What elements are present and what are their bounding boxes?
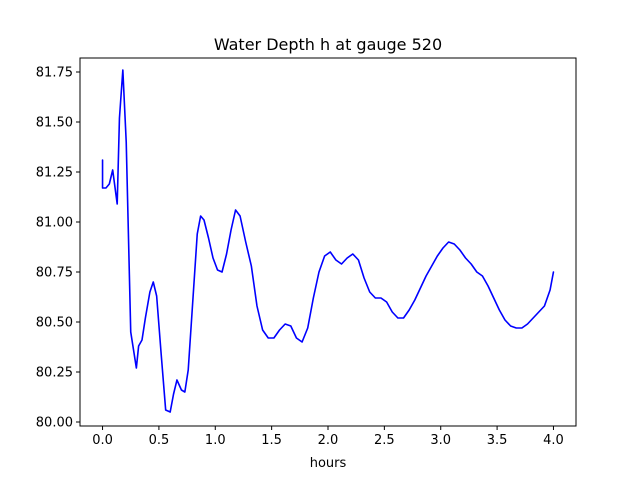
x-tick-label: 1.0 <box>205 433 226 448</box>
x-tick-label: 3.0 <box>430 433 451 448</box>
y-tick-label: 80.75 <box>36 266 73 281</box>
y-tick-label: 81.00 <box>36 216 73 231</box>
chart-title: Water Depth h at gauge 520 <box>214 35 442 54</box>
x-tick-label: 4.0 <box>543 433 564 448</box>
x-tick-label: 1.5 <box>261 433 282 448</box>
y-tick-label: 80.25 <box>36 366 73 381</box>
y-tick-label: 81.50 <box>36 116 73 131</box>
x-tick-label: 2.5 <box>374 433 395 448</box>
x-tick-label: 2.0 <box>318 433 339 448</box>
y-tick-label: 80.00 <box>36 416 73 431</box>
series-line-0 <box>101 69 555 413</box>
x-tick-label: 0.0 <box>92 433 113 448</box>
x-tick-label: 3.5 <box>487 433 508 448</box>
x-axis-title: hours <box>310 456 347 471</box>
y-tick-label: 80.50 <box>36 316 73 331</box>
y-tick-label: 81.75 <box>36 66 73 81</box>
y-tick-label: 81.25 <box>36 166 73 181</box>
plot-area: 0.0 0.5 1.0 1.5 2.0 2.5 3.0 3.5 4.0 80.00 80.25 80.… <box>36 57 577 448</box>
x-tick-label: 0.5 <box>149 433 170 448</box>
